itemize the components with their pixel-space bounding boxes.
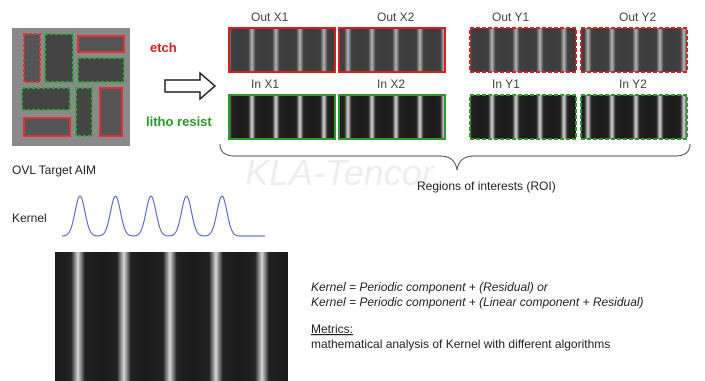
roi-panel [339, 95, 445, 139]
target-image [12, 28, 130, 146]
roi-panel [229, 28, 335, 72]
roi-label: In X1 [251, 77, 279, 91]
roi-label: Out Y2 [619, 10, 656, 24]
watermark: KLA-Tencor [245, 152, 436, 193]
roi-panel [581, 95, 687, 139]
roi-panel [581, 28, 687, 72]
kernel-label: Kernel [12, 211, 47, 225]
roi-panel [229, 95, 335, 139]
roi-label: Out X2 [377, 10, 415, 24]
note-line: Kernel = Periodic component + (Linear co… [311, 295, 644, 309]
roi-panel [470, 95, 576, 139]
note-line: Kernel = Periodic component + (Residual)… [311, 280, 549, 294]
roi-label: In Y2 [619, 77, 647, 91]
roi-panel [339, 28, 445, 72]
metrics-text: mathematical analysis of Kernel with dif… [311, 337, 610, 351]
litho-label: litho resist [146, 114, 212, 129]
roi-label: Regions of interests (ROI) [417, 179, 556, 193]
kernel-curve [62, 196, 265, 236]
metrics-heading: Metrics: [311, 322, 353, 336]
roi-panel [470, 28, 576, 72]
etch-label: etch [150, 40, 177, 55]
roi-label: In X2 [377, 77, 405, 91]
arrow [165, 73, 215, 99]
roi-panels: Out X1 Out X2 Out Y1 Out Y2 In X1 In X2 In Y1 I… [229, 10, 687, 139]
target-caption: OVL Target AIM [12, 163, 96, 177]
roi-label: Out Y1 [492, 10, 529, 24]
slide: etch litho resist OVL Target AIM Out X1O… [0, 0, 705, 381]
roi-label: Out X1 [251, 10, 289, 24]
kernel-image [55, 252, 288, 381]
roi-label: In Y1 [492, 77, 520, 91]
